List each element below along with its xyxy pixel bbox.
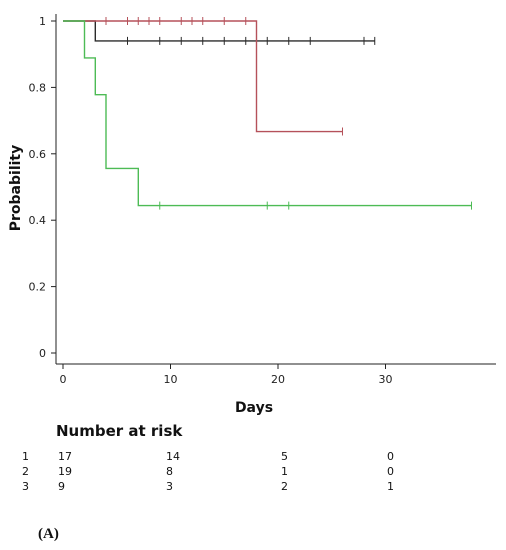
- x-tick-label: 10: [164, 373, 178, 386]
- risk-table: Number at risk 1 17 14 5 0 2 19 8 1 0 3 …: [0, 422, 506, 502]
- risk-row-1: 1 17 14 5 0: [0, 450, 506, 464]
- risk-cell: 3: [166, 480, 173, 493]
- risk-row-3: 3 9 3 2 1: [0, 480, 506, 494]
- risk-cell: 9: [58, 480, 65, 493]
- chart-axes: 00.20.40.60.810 10 20 30: [29, 14, 496, 386]
- risk-row-label: 2: [22, 465, 29, 478]
- risk-row-2: 2 19 8 1 0: [0, 465, 506, 479]
- risk-cell: 8: [166, 465, 173, 478]
- x-axis-title: Days: [235, 400, 273, 416]
- risk-row-label: 1: [22, 450, 29, 463]
- y-tick-label: 0.4: [29, 214, 47, 227]
- series-2: [63, 17, 343, 136]
- series-1: [63, 20, 376, 45]
- risk-row-label: 3: [22, 480, 29, 493]
- risk-cell: 0: [387, 450, 394, 463]
- risk-cell: 1: [387, 480, 394, 493]
- risk-cell: 17: [58, 450, 72, 463]
- risk-table-title: Number at risk: [56, 422, 183, 440]
- panel-label: (A): [38, 526, 59, 542]
- y-tick-label: 1: [39, 15, 46, 28]
- risk-cell: 2: [281, 480, 288, 493]
- x-tick-label: 0: [60, 373, 67, 386]
- risk-cell: 0: [387, 465, 394, 478]
- risk-cell: 5: [281, 450, 288, 463]
- chart-series-layer: [63, 17, 472, 210]
- km-chart: 00.20.40.60.810 10 20 30 Days Probability: [8, 14, 496, 416]
- series-3: [63, 20, 472, 210]
- risk-cell: 19: [58, 465, 72, 478]
- y-axis-title: Probability: [8, 145, 24, 232]
- y-tick-label: 0.8: [29, 81, 47, 94]
- risk-cell: 14: [166, 450, 180, 463]
- risk-cell: 1: [281, 465, 288, 478]
- y-tick-label: 0.2: [29, 281, 47, 294]
- survival-curve-3: [63, 20, 472, 207]
- x-tick-label: 30: [379, 373, 393, 386]
- y-tick-label: 0: [39, 347, 46, 360]
- y-tick-label: 0.6: [29, 148, 47, 161]
- x-tick-label: 20: [271, 373, 285, 386]
- survival-curve-1: [63, 20, 375, 42]
